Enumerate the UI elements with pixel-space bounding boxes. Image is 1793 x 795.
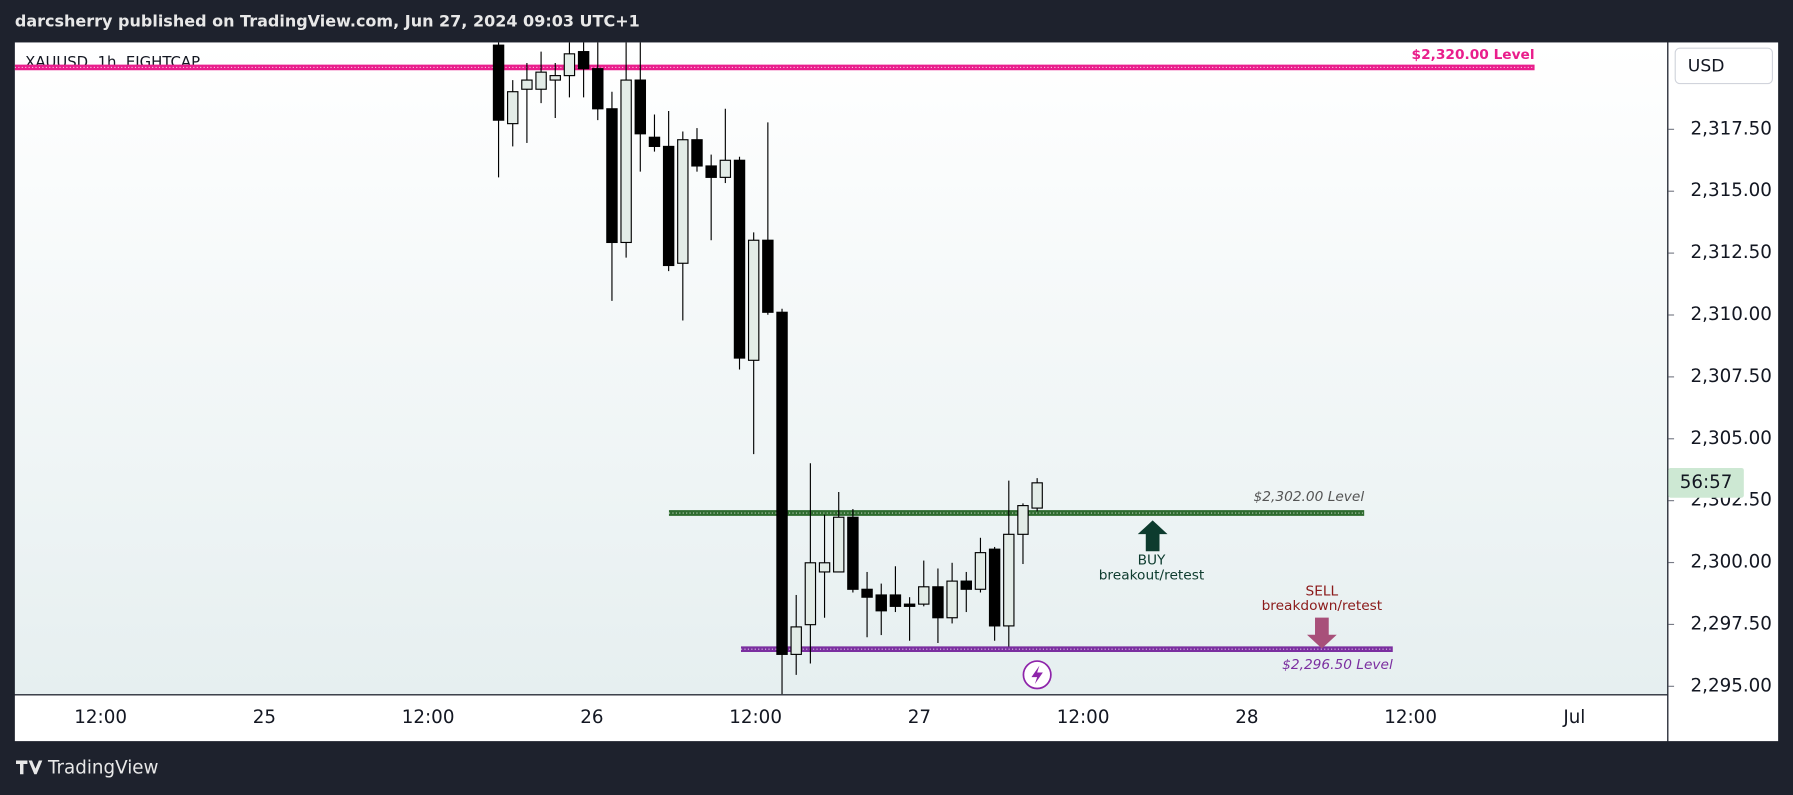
level-label: $2,296.50 Level xyxy=(1282,657,1393,673)
candle-body xyxy=(592,68,604,110)
candle-body xyxy=(847,516,859,590)
candle-body xyxy=(889,594,902,607)
candle-body xyxy=(960,580,973,590)
y-tick-label: 2,295.00 xyxy=(1691,675,1772,696)
chart-pane xyxy=(14,42,1668,695)
candle-body xyxy=(535,71,547,90)
currency-box[interactable] xyxy=(1674,47,1773,85)
y-tick-label: 2,305.00 xyxy=(1691,428,1772,449)
candle-body xyxy=(861,588,873,598)
candle-body xyxy=(1017,505,1029,535)
x-tick-label: 12:00 xyxy=(729,707,782,728)
candle-body xyxy=(691,139,703,167)
byline: darcsherry published on TradingView.com,… xyxy=(15,11,640,30)
candle-body xyxy=(507,91,519,125)
level-label: $2,302.00 Level xyxy=(1254,489,1365,505)
candle-body xyxy=(705,165,717,178)
level-label: $2,320.00 Level xyxy=(1412,47,1535,63)
price-axis xyxy=(1668,42,1779,742)
x-tick-label: Jul xyxy=(1562,707,1585,728)
candle-body xyxy=(648,136,661,147)
annotation: breakout/retest xyxy=(1099,567,1205,583)
annotation: BUY xyxy=(1138,552,1166,568)
countdown-box xyxy=(1668,467,1744,498)
candle-body xyxy=(875,594,887,612)
buy-arrow xyxy=(1137,520,1168,552)
candle-body xyxy=(790,626,802,655)
candle-body xyxy=(918,586,930,605)
candle-body xyxy=(1031,482,1043,509)
candle-body xyxy=(677,139,689,264)
candle-body xyxy=(988,548,1001,627)
candle-body xyxy=(662,145,675,267)
candle-body xyxy=(634,79,647,135)
event-icon-bolt xyxy=(1031,665,1043,684)
candle-body xyxy=(946,580,958,619)
candle-body xyxy=(719,159,732,178)
candle-body xyxy=(577,51,590,70)
annotation: SELL xyxy=(1306,583,1339,599)
candle-body xyxy=(762,239,774,313)
candle-body xyxy=(833,516,845,573)
candle-body xyxy=(747,239,760,361)
candle-body xyxy=(563,53,576,77)
candle-body xyxy=(903,603,916,607)
brand-logo xyxy=(16,760,43,775)
candle-body xyxy=(1003,533,1015,627)
candle-body xyxy=(606,108,618,244)
candle-body xyxy=(733,159,746,359)
x-tick-label: 12:00 xyxy=(1384,707,1437,728)
y-tick-label: 2,297.50 xyxy=(1691,613,1772,634)
candle-body xyxy=(521,79,533,90)
plot xyxy=(14,42,1535,695)
candle-body xyxy=(974,552,987,590)
y-tick-label: 2,300.00 xyxy=(1691,552,1772,573)
y-tick-label: 2,312.50 xyxy=(1691,242,1772,263)
annotation: breakdown/retest xyxy=(1262,598,1383,614)
x-tick-label: 27 xyxy=(908,707,931,728)
y-tick-label: 2,310.00 xyxy=(1691,304,1772,325)
y-tick-label: 2,317.50 xyxy=(1691,118,1772,139)
candle-body xyxy=(776,311,788,655)
candle-body xyxy=(804,562,817,626)
candle-body xyxy=(549,75,561,81)
time-axis xyxy=(14,695,1668,742)
y-tick-label: 2,307.50 xyxy=(1691,366,1772,387)
candle-body xyxy=(818,562,831,573)
brand: TradingView xyxy=(47,758,159,779)
x-tick-label: 28 xyxy=(1235,707,1258,728)
countdown: 56:57 xyxy=(1680,472,1733,493)
candle-body xyxy=(492,44,505,121)
currency: USD xyxy=(1688,56,1725,76)
x-tick-label: 12:00 xyxy=(402,707,455,728)
x-tick-label: 12:00 xyxy=(74,707,127,728)
x-tick-label: 26 xyxy=(580,707,603,728)
x-tick-label: 12:00 xyxy=(1057,707,1110,728)
y-tick-label: 2,315.00 xyxy=(1691,180,1772,201)
candle-body xyxy=(932,586,944,619)
sell-arrow xyxy=(1307,617,1337,649)
x-tick-label: 25 xyxy=(253,707,276,728)
candle-body xyxy=(620,79,632,244)
